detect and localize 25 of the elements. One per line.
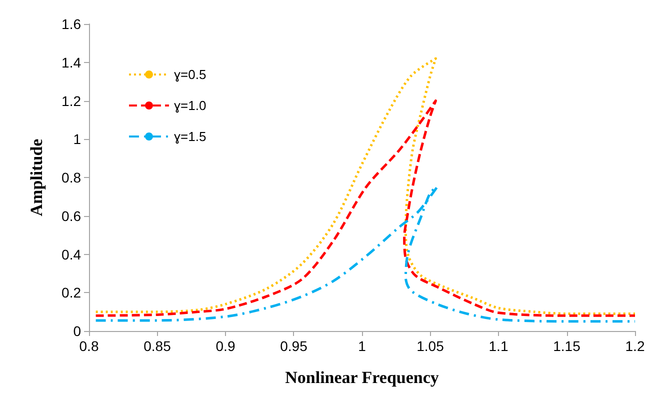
legend-label: ɣ=1.5	[174, 129, 206, 144]
y-tick-label: 0.6	[62, 208, 82, 224]
x-tick-label: 1.2	[625, 338, 645, 354]
x-tick-label: 0.85	[144, 338, 172, 354]
legend-label: ɣ=0.5	[174, 67, 206, 82]
line-series	[94, 186, 636, 323]
y-axis-title: Amplitude	[27, 138, 46, 216]
x-tick-label: 1.15	[553, 338, 581, 354]
line-series	[94, 100, 636, 317]
x-tick-label: 1.1	[488, 338, 508, 354]
x-axis-title: Nonlinear Frequency	[285, 368, 440, 387]
y-tick-label: 1.2	[62, 92, 82, 109]
y-tick-label: 0.2	[62, 284, 82, 301]
x-tick-label: 1	[358, 338, 366, 354]
x-tick-label: 1.05	[416, 338, 444, 354]
y-tick-label: 0	[73, 323, 82, 339]
legend-label: ɣ=1.0	[174, 98, 206, 113]
y-tick-label: 1.6	[62, 16, 82, 32]
x-tick-label: 0.9	[216, 338, 236, 354]
x-tick-label: 0.95	[280, 338, 308, 354]
y-tick-label: 0.4	[62, 246, 82, 262]
y-tick-label: 1.4	[62, 54, 82, 70]
y-tick-label: 1	[73, 131, 82, 148]
line-series	[94, 57, 636, 315]
y-tick-label: 0.8	[62, 170, 82, 186]
